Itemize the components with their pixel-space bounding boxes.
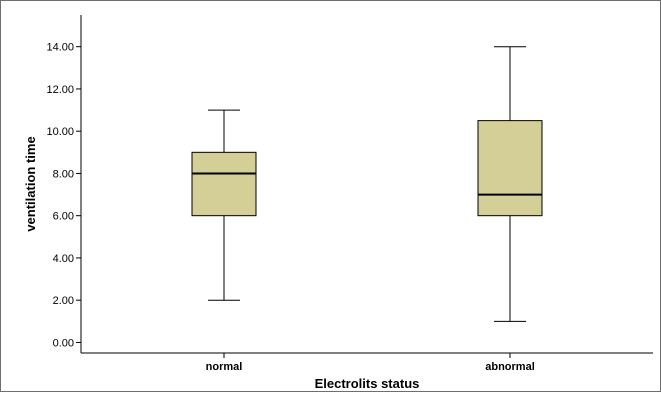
iqr-box-normal bbox=[191, 151, 257, 217]
y-tick-label: 10.00 bbox=[46, 126, 74, 138]
y-axis-ticks: 0.00 2.00 4.00 6.00 8.00 10.00 12.00 14.00 bbox=[46, 42, 81, 349]
y-tick-label: 0.00 bbox=[53, 337, 74, 349]
x-axis-labels: normal abnormal bbox=[206, 353, 535, 373]
y-tick-label: 2.00 bbox=[53, 295, 74, 307]
y-tick-label: 6.00 bbox=[53, 211, 74, 223]
y-tick-label: 8.00 bbox=[53, 168, 74, 180]
y-axis-title: ventilation time bbox=[23, 136, 38, 231]
x-tick-label: normal bbox=[206, 361, 243, 373]
x-axis-title: Electrolits status bbox=[315, 376, 420, 391]
y-tick-label: 14.00 bbox=[46, 42, 74, 54]
iqr-box-abnormal bbox=[477, 120, 543, 217]
x-tick-label: abnormal bbox=[485, 361, 535, 373]
y-tick-label: 4.00 bbox=[53, 253, 74, 265]
box-series bbox=[191, 46, 543, 322]
y-tick-label: 12.00 bbox=[46, 84, 74, 96]
